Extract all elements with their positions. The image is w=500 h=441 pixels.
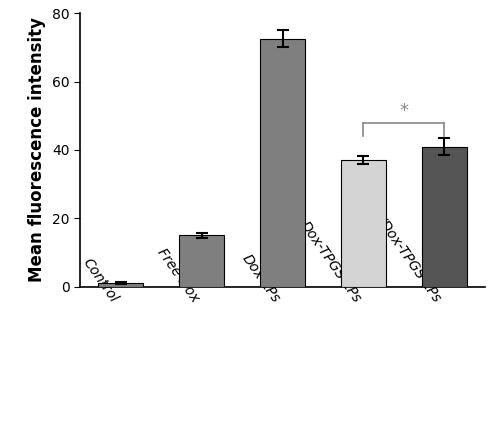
Y-axis label: Mean fluorescence intensity: Mean fluorescence intensity xyxy=(28,18,46,282)
Text: *: * xyxy=(400,102,408,120)
Bar xyxy=(422,146,467,287)
Bar xyxy=(260,39,305,287)
Bar xyxy=(98,283,143,287)
Bar xyxy=(180,235,224,287)
Bar xyxy=(341,160,386,287)
